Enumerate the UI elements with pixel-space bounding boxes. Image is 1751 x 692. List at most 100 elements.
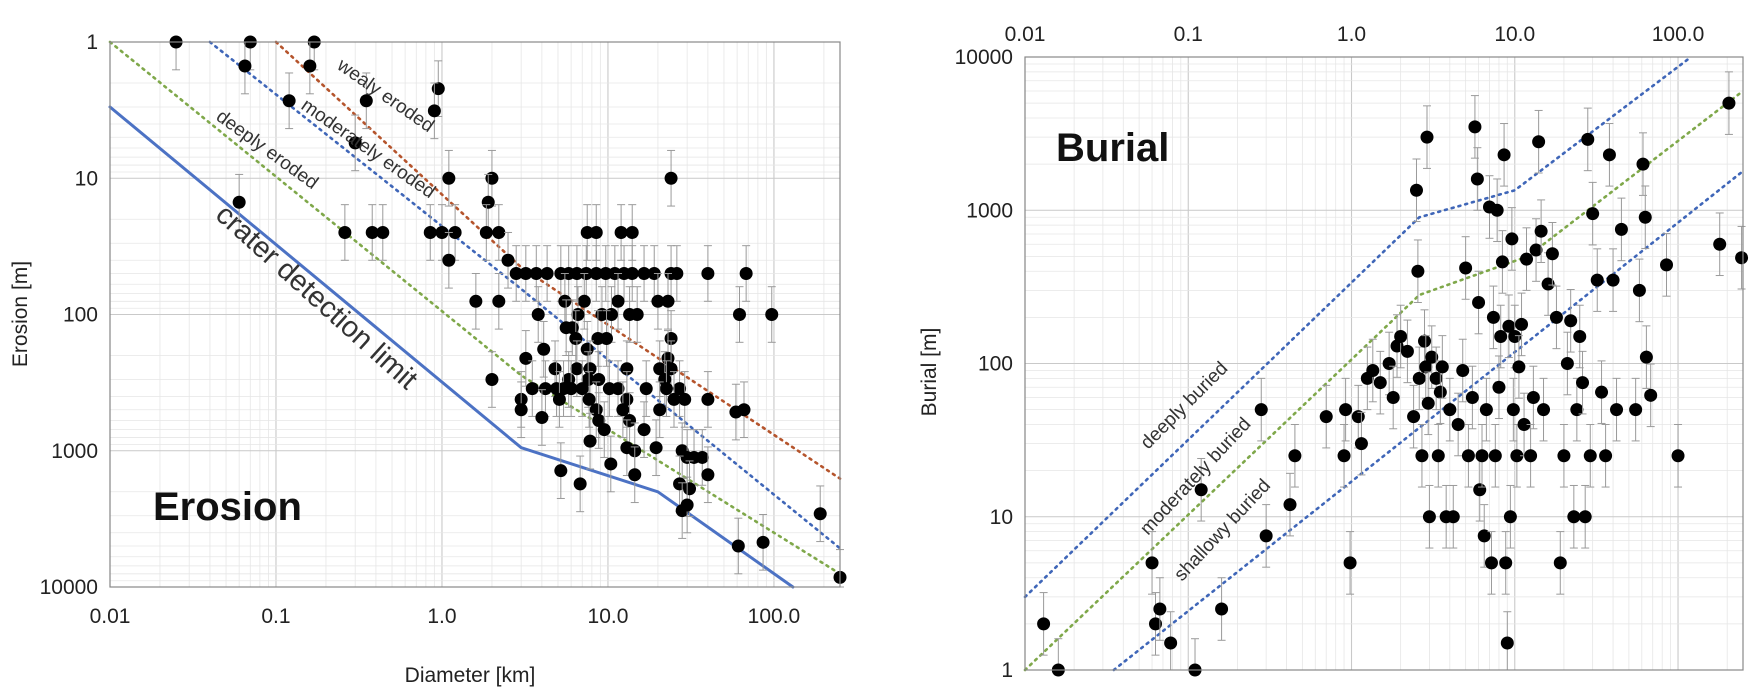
- e-data-point-121: [604, 457, 618, 471]
- e-data-point-122: [554, 464, 568, 478]
- e-y-tick-label: 1000: [51, 440, 98, 463]
- b-data-point-28: [1409, 183, 1423, 197]
- e-data-point-100: [678, 392, 692, 406]
- b-data-point-82: [1534, 224, 1548, 238]
- b-x-tick-label: 10.0: [1494, 23, 1535, 46]
- e-data-point-54: [661, 294, 675, 308]
- e-data-point-99: [667, 392, 681, 406]
- b-data-point-8: [1215, 602, 1229, 616]
- b-data-point-45: [1451, 417, 1465, 431]
- b-data-point-89: [1560, 357, 1574, 370]
- e-data-point-69: [537, 342, 551, 356]
- e-x-tick-label: 100.0: [748, 605, 801, 628]
- e-data-point-74: [570, 362, 584, 376]
- e-x-tick-label: 0.1: [261, 605, 290, 628]
- erosion-ylabel: Erosion [m]: [9, 261, 32, 367]
- b-data-point-44: [1446, 510, 1460, 524]
- erosion-xlabel: Diameter [km]: [405, 664, 536, 687]
- b-data-point-27: [1407, 410, 1421, 424]
- erosion-tick-labels: 0.01 0.1 1.0 10.0 100.0 1 10 100 1000 10000: [40, 31, 801, 628]
- e-data-point-94: [673, 382, 687, 396]
- b-data-point-115: [1722, 96, 1736, 110]
- b-data-point-74: [1512, 360, 1526, 374]
- b-data-point-80: [1529, 243, 1543, 257]
- e-guide-line-2: [108, 40, 842, 576]
- b-data-point-38: [1429, 371, 1443, 385]
- e-data-point-125: [573, 477, 587, 491]
- e-data-point-115: [649, 441, 663, 455]
- e-data-point-27: [442, 253, 456, 267]
- erosion-grid: [109, 41, 840, 588]
- e-data-point-28: [501, 253, 515, 267]
- b-data-point-49: [1465, 390, 1479, 404]
- e-data-point-57: [595, 308, 609, 321]
- b-data-point-16: [1343, 556, 1357, 570]
- b-data-point-116: [1735, 251, 1749, 265]
- b-data-point-84: [1541, 277, 1555, 291]
- b-data-point-54: [1475, 449, 1489, 463]
- b-data-point-14: [1337, 449, 1351, 463]
- e-data-point-9: [348, 136, 362, 150]
- e-data-point-84: [525, 382, 539, 396]
- b-data-point-79: [1526, 390, 1540, 404]
- e-x-tick-label: 10.0: [588, 605, 629, 628]
- b-data-point-23: [1386, 390, 1400, 404]
- e-data-point-119: [680, 450, 694, 464]
- e-data-point-7: [359, 94, 373, 108]
- e-data-point-75: [583, 362, 597, 376]
- e-data-point-30: [519, 266, 533, 280]
- b-data-point-6: [1164, 636, 1178, 650]
- e-data-point-55: [531, 308, 545, 321]
- e-data-point-58: [604, 308, 618, 321]
- b-data-point-101: [1599, 449, 1613, 463]
- b-data-point-39: [1431, 449, 1445, 463]
- b-data-point-7: [1194, 483, 1208, 497]
- b-data-point-11: [1283, 498, 1297, 512]
- e-data-point-103: [589, 403, 603, 417]
- b-data-point-43: [1443, 403, 1457, 417]
- e-data-point-5: [431, 82, 445, 96]
- b-data-point-103: [1606, 273, 1620, 287]
- b-data-point-100: [1595, 385, 1609, 399]
- b-data-point-37: [1425, 350, 1439, 364]
- e-data-point-65: [569, 331, 583, 345]
- e-data-point-45: [670, 266, 684, 280]
- b-data-point-85: [1545, 247, 1559, 261]
- b-y-tick-label: 10000: [955, 46, 1013, 69]
- e-guide-line-3: [108, 105, 795, 589]
- b-x-tick-label: 1.0: [1337, 23, 1366, 46]
- e-data-point-98: [620, 392, 634, 406]
- b-data-point-9: [1254, 403, 1268, 417]
- e-data-point-15: [338, 225, 352, 239]
- b-data-point-98: [1586, 207, 1600, 221]
- b-data-point-94: [1576, 376, 1590, 390]
- e-data-point-10: [485, 171, 499, 185]
- b-data-point-3: [1145, 556, 1159, 570]
- e-data-point-85: [538, 382, 552, 396]
- e-data-point-48: [469, 294, 483, 308]
- e-data-point-47: [739, 266, 753, 280]
- e-data-point-31: [529, 266, 543, 280]
- e-data-point-96: [552, 392, 566, 406]
- e-data-point-50: [558, 294, 572, 308]
- b-data-point-105: [1614, 222, 1628, 236]
- b-data-point-64: [1495, 255, 1509, 269]
- b-data-point-56: [1479, 403, 1493, 417]
- e-data-point-37: [589, 266, 603, 280]
- e-data-point-92: [639, 382, 653, 396]
- e-data-point-113: [583, 434, 597, 448]
- e-data-point-42: [637, 266, 651, 280]
- b-data-point-5: [1153, 602, 1167, 616]
- e-data-point-91: [611, 382, 625, 396]
- e-data-point-19: [435, 225, 449, 239]
- e-data-point-53: [651, 294, 665, 308]
- b-data-point-34: [1420, 130, 1434, 144]
- b-data-point-114: [1713, 237, 1727, 251]
- e-data-point-70: [580, 342, 594, 356]
- b-data-point-20: [1366, 364, 1380, 378]
- b-data-point-104: [1610, 403, 1624, 417]
- e-data-point-35: [570, 266, 584, 280]
- b-data-point-41: [1435, 360, 1449, 374]
- b-data-point-55: [1477, 529, 1491, 543]
- e-data-point-13: [232, 195, 246, 209]
